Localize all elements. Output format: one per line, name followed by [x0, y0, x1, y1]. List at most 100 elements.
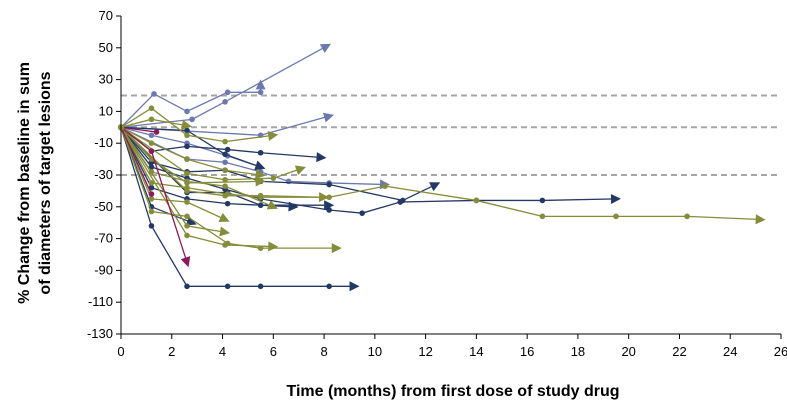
x-axis-title: Time (months) from first dose of study d…: [286, 383, 619, 400]
x-tick-label: 24: [723, 344, 737, 359]
series-point: [257, 89, 264, 96]
y-tick-label: -130: [87, 326, 113, 341]
series-20: [120, 126, 306, 183]
series-point: [222, 192, 228, 199]
y-tick-label: 70: [99, 8, 113, 23]
series-point: [148, 105, 155, 112]
series-point: [184, 213, 190, 220]
y-tick-label: 10: [99, 103, 113, 118]
series-point: [148, 223, 155, 229]
series-point: [148, 140, 155, 146]
series-point: [189, 116, 195, 123]
series-15: [120, 116, 192, 130]
series-16: [120, 126, 766, 225]
series-arrow-point: [324, 200, 335, 211]
series-19: [120, 127, 230, 222]
y-tick-label: -30: [94, 167, 113, 182]
y-tick-label: -90: [94, 262, 113, 277]
series-point: [539, 213, 546, 220]
series-point: [184, 127, 190, 134]
series-arrow-point: [294, 165, 306, 175]
series-point: [382, 183, 388, 189]
series-arrow-point: [180, 256, 191, 268]
series-point: [270, 175, 277, 181]
y-tick-label: -70: [94, 231, 113, 246]
series-2: [120, 43, 332, 128]
series-point: [184, 283, 190, 290]
series-line: [120, 126, 274, 248]
series-1: [120, 79, 266, 128]
series-arrow-point: [755, 214, 766, 225]
series-line: [120, 126, 261, 168]
y-tick-label: -50: [94, 199, 113, 214]
series-point: [257, 202, 264, 209]
x-tick-label: 14: [469, 344, 483, 359]
series-arrow-point: [318, 192, 330, 203]
series-point: [224, 146, 231, 153]
y-tick-label: 30: [99, 72, 113, 87]
series-point: [148, 208, 155, 215]
series-point: [224, 283, 231, 290]
series-point: [224, 200, 231, 207]
series-arrow-point: [288, 201, 299, 212]
series-point: [148, 164, 155, 170]
x-tick-label: 0: [117, 344, 124, 359]
series-point: [222, 242, 228, 248]
x-tick-label: 4: [219, 344, 226, 359]
x-tick-label: 8: [320, 344, 327, 359]
series-arrow-point: [218, 212, 230, 222]
series-point: [326, 207, 332, 213]
x-tick-label: 10: [368, 344, 382, 359]
series-point: [222, 176, 228, 183]
x-tick-label: 2: [168, 344, 175, 359]
series-arrow-point: [219, 226, 231, 237]
series-arrow-point: [181, 119, 192, 130]
series-point: [326, 194, 332, 201]
x-tick-label: 12: [418, 344, 432, 359]
series-point: [148, 156, 155, 162]
series-point: [148, 169, 155, 175]
series-point: [222, 151, 228, 158]
series-point: [473, 197, 480, 204]
series-17: [120, 127, 342, 254]
series-18: [120, 126, 279, 252]
series-line: [120, 45, 327, 128]
series-arrow-point: [266, 200, 278, 210]
series-point: [184, 108, 190, 115]
series-point: [222, 138, 228, 145]
series-point: [184, 188, 190, 194]
series-arrow-point: [319, 43, 332, 53]
series-point: [184, 178, 190, 185]
series-arrow-point: [254, 169, 266, 180]
series-point: [257, 283, 264, 290]
series-11: [120, 127, 360, 292]
series-point: [257, 192, 264, 199]
series-arrow-point: [610, 193, 621, 204]
series-arrow-point: [254, 160, 266, 171]
series-line: [120, 126, 157, 133]
series-arrow-point: [429, 182, 441, 192]
series-layer: [117, 43, 766, 292]
series-point: [222, 99, 228, 105]
series-point: [148, 191, 155, 197]
series-24: [120, 126, 278, 210]
y-axis-title-line-1: % Change from baseline in sum: [16, 62, 33, 304]
x-tick-label: 20: [621, 344, 635, 359]
y-tick-label: -10: [94, 135, 113, 150]
series-point: [148, 180, 155, 186]
series-arrow-point: [267, 130, 279, 141]
series-point: [222, 159, 228, 166]
series-26: [120, 126, 191, 268]
series-point: [151, 91, 157, 97]
series-line: [120, 126, 437, 202]
x-tick-label: 26: [774, 344, 787, 359]
series-arrow-point: [316, 152, 327, 163]
series-point: [148, 116, 155, 123]
series-arrow-point: [268, 241, 279, 252]
series-point: [326, 181, 332, 188]
series-arrow-point: [322, 112, 334, 123]
series-line: [120, 126, 761, 221]
series-line: [120, 127, 153, 195]
series-point: [222, 183, 228, 189]
